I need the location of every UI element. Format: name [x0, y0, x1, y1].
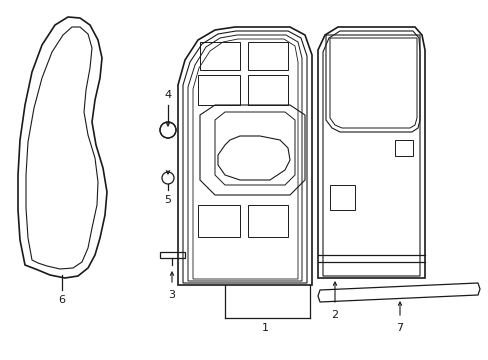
Bar	[247, 75, 287, 105]
Text: 2: 2	[331, 310, 338, 320]
Text: 3: 3	[168, 290, 175, 300]
Bar	[247, 42, 287, 70]
Bar	[247, 205, 287, 237]
Text: 6: 6	[59, 295, 65, 305]
Text: 5: 5	[164, 195, 171, 205]
Bar	[200, 42, 240, 70]
Text: 4: 4	[164, 90, 171, 100]
Bar	[198, 205, 240, 237]
Bar	[394, 140, 412, 156]
Circle shape	[160, 122, 176, 138]
Bar	[329, 185, 354, 210]
Bar	[198, 75, 240, 105]
Text: 1: 1	[261, 323, 268, 333]
Text: 7: 7	[396, 323, 403, 333]
